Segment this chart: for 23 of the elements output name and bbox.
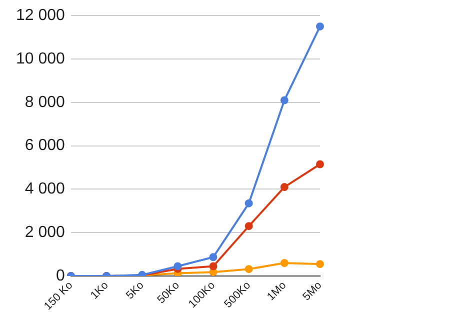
y-tick-label: 12 000	[16, 7, 66, 24]
y-tick-label: 8 000	[24, 94, 66, 111]
point	[316, 22, 324, 30]
point	[244, 222, 253, 230]
point	[209, 253, 218, 262]
x-tick-label: 5Mo	[300, 279, 324, 304]
y-tick-label: 2 000	[24, 224, 66, 242]
y-tick-label: 10 000	[16, 50, 66, 68]
point	[174, 262, 182, 270]
point	[244, 265, 253, 274]
x-tick-label: 1Mo	[265, 279, 289, 304]
y-tick-label: 6 000	[24, 137, 66, 154]
point	[209, 262, 218, 270]
point	[316, 160, 324, 168]
point	[316, 260, 324, 268]
y-tick-label: 0	[56, 267, 66, 284]
point	[280, 96, 288, 104]
point	[280, 183, 288, 192]
x-tick-label: 1Ko	[88, 279, 111, 302]
y-tick-label: 4 000	[24, 180, 66, 198]
point	[244, 199, 253, 208]
point	[280, 258, 288, 267]
x-tick-label: 5Ko	[124, 279, 146, 302]
